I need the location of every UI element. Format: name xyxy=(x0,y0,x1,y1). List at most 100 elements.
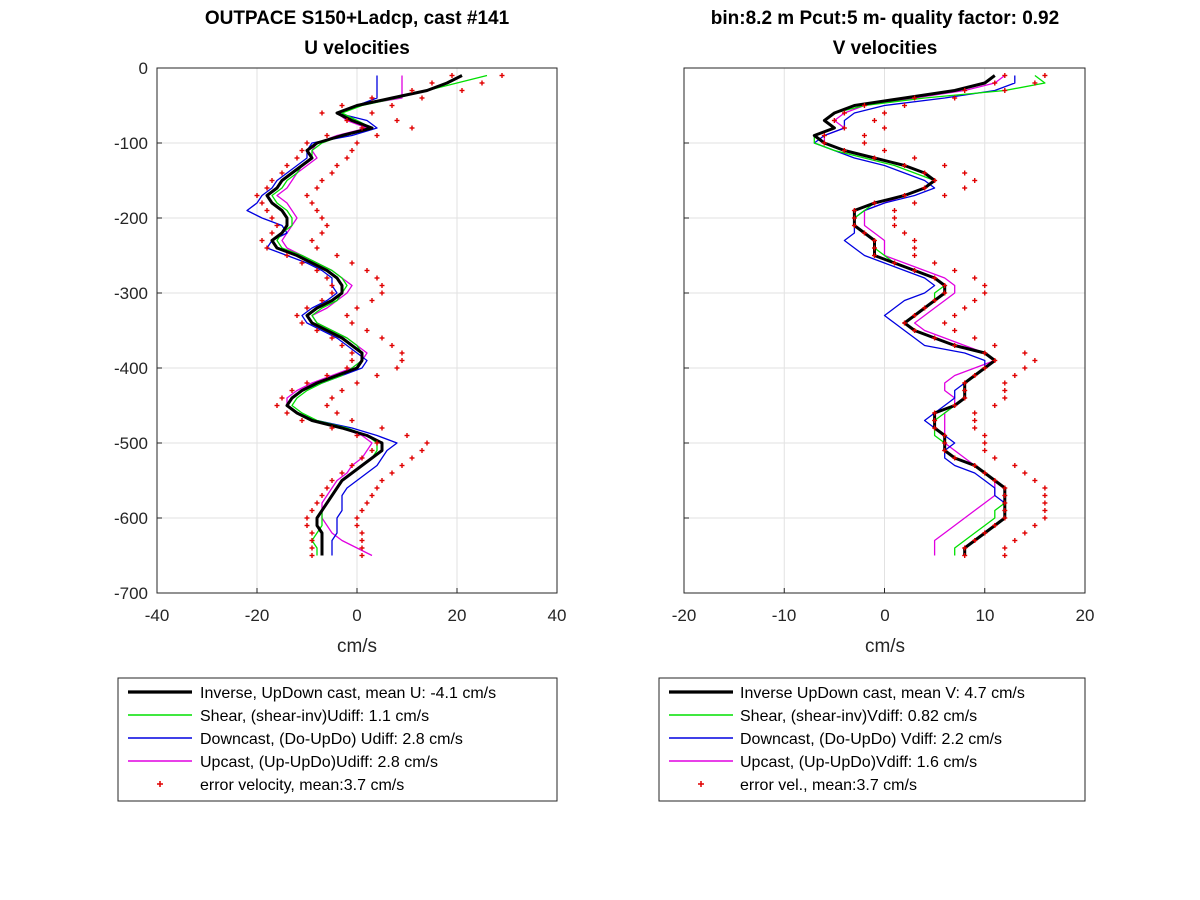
v-error-marker xyxy=(821,133,827,138)
v-error-marker xyxy=(1042,493,1048,498)
u-error-marker xyxy=(404,433,410,438)
v-error-marker xyxy=(932,410,938,416)
u-error-marker xyxy=(399,463,405,468)
u-error-marker xyxy=(354,433,360,438)
u-error-marker xyxy=(379,425,385,431)
u-error-marker xyxy=(359,553,365,558)
v-error-marker xyxy=(972,178,978,183)
v-series-group xyxy=(812,73,1048,558)
v-legend-item: Inverse UpDown cast, mean V: 4.7 cm/s xyxy=(740,685,1025,702)
u-error-marker xyxy=(349,418,355,423)
u-error-marker xyxy=(369,298,375,303)
u-error-marker xyxy=(409,88,415,93)
u-error-marker xyxy=(349,148,355,153)
u-error-marker xyxy=(269,178,275,183)
u-error-marker xyxy=(284,253,290,258)
u-error-marker xyxy=(334,410,340,416)
v-error-marker xyxy=(982,433,988,438)
u-ytick-label: -200 xyxy=(114,209,148,228)
v-legend-box xyxy=(658,677,1086,802)
u-legend-item: Inverse, UpDown cast, mean U: -4.1 cm/s xyxy=(200,685,496,702)
u-error-marker xyxy=(279,170,285,176)
v-error-marker xyxy=(882,125,887,131)
u-error-marker xyxy=(349,320,355,326)
v-error-marker xyxy=(982,470,988,476)
v-error-marker xyxy=(972,418,978,423)
u-error-marker xyxy=(329,425,335,431)
u-error-marker xyxy=(369,448,375,453)
v-error-marker xyxy=(912,95,918,101)
u-error-marker xyxy=(284,410,290,416)
u-error-marker xyxy=(274,403,280,408)
u-error-marker xyxy=(309,200,315,206)
v-error-marker xyxy=(932,275,938,281)
u-error-marker xyxy=(284,163,290,168)
u-error-marker xyxy=(344,313,350,318)
v-error-marker xyxy=(952,328,958,333)
v-error-marker xyxy=(902,193,908,198)
v-xtick-label: -10 xyxy=(772,606,797,625)
u-error-marker xyxy=(299,418,305,423)
u-xtick-label: -40 xyxy=(145,606,170,625)
v-error-marker xyxy=(1022,530,1028,536)
u-error-marker xyxy=(304,380,310,386)
u-error-marker xyxy=(374,275,380,281)
v-error-marker xyxy=(1002,553,1008,558)
v-error-marker xyxy=(912,268,918,273)
v-error-marker xyxy=(1002,515,1008,521)
u-error-marker xyxy=(334,163,340,168)
u-error-marker xyxy=(359,530,365,536)
u-error-marker xyxy=(314,245,320,251)
v-error-marker xyxy=(922,185,928,191)
v-error-marker xyxy=(982,530,988,536)
u-error-marker xyxy=(304,515,310,521)
v-error-marker xyxy=(902,230,908,236)
u-legend-box xyxy=(117,677,558,802)
v-error-marker xyxy=(962,388,968,393)
u-error-marker xyxy=(309,508,315,513)
u-error-marker xyxy=(304,305,310,311)
v-error-marker xyxy=(952,95,958,101)
u-error-marker xyxy=(389,470,395,476)
u-ytick-label: -300 xyxy=(114,284,148,303)
v-error-marker xyxy=(1042,508,1048,513)
u-xtick-label: -20 xyxy=(245,606,270,625)
v-error-marker xyxy=(982,448,988,453)
u-error-marker xyxy=(344,365,350,371)
v-error-marker xyxy=(992,523,998,528)
v-error-marker xyxy=(912,155,918,161)
u-error-marker xyxy=(309,553,315,558)
u-error-marker xyxy=(314,328,320,333)
u-error-marker xyxy=(309,545,315,551)
v-error-marker xyxy=(841,125,847,131)
v-error-marker xyxy=(1042,500,1048,506)
v-error-marker xyxy=(932,418,938,423)
u-error-marker xyxy=(459,88,465,93)
u-error-marker xyxy=(369,110,375,116)
v-error-marker xyxy=(1042,485,1048,491)
u-error-marker xyxy=(374,373,380,378)
u-legend-item: Upcast, (Up-UpDo)Udiff: 2.8 cm/s xyxy=(200,754,438,771)
u-error-marker xyxy=(419,95,425,101)
u-error-marker xyxy=(359,538,365,543)
v-error-marker xyxy=(972,275,978,281)
v-error-marker xyxy=(1002,493,1008,498)
v-error-marker xyxy=(1002,88,1008,93)
u-error-marker xyxy=(344,118,350,123)
u-error-marker xyxy=(354,380,360,386)
v-error-marker xyxy=(912,238,918,243)
v-error-marker xyxy=(972,538,978,543)
u-error-marker xyxy=(424,440,430,446)
u-ytick-label: -700 xyxy=(114,584,148,603)
v-error-marker xyxy=(871,245,877,251)
u-error-marker xyxy=(329,170,335,176)
v-error-marker xyxy=(952,403,958,408)
v-error-marker xyxy=(882,148,887,153)
v-error-marker xyxy=(1012,463,1018,468)
v-error-marker xyxy=(962,185,968,191)
u-error-marker xyxy=(429,80,435,86)
u-error-marker xyxy=(419,448,425,453)
u-error-marker xyxy=(324,403,330,408)
u-x-axis-label: cm/s xyxy=(337,636,377,657)
u-error-marker xyxy=(349,350,355,356)
